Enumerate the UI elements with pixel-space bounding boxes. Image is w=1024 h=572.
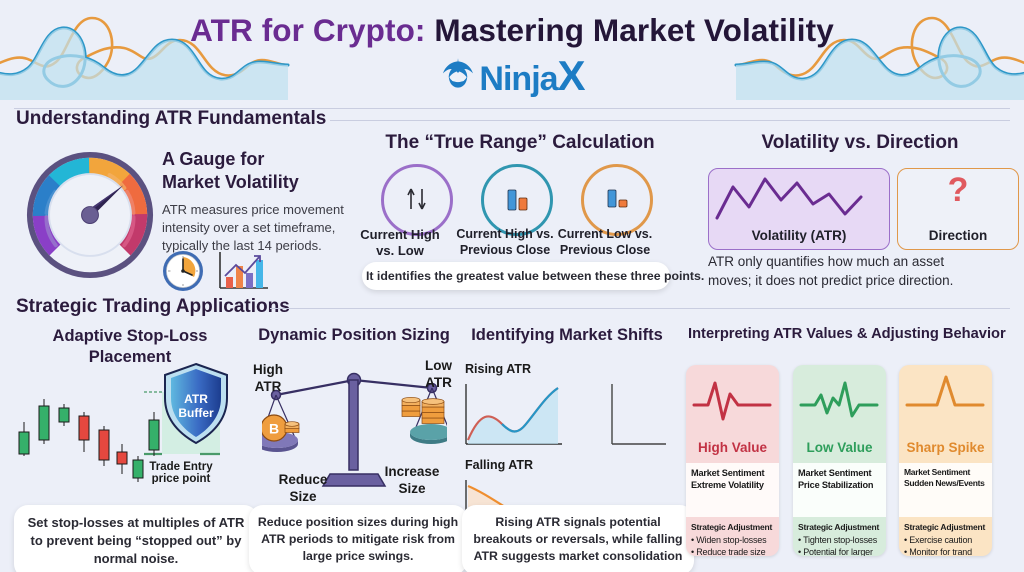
svg-text:Trade Entry: Trade Entry: [149, 461, 213, 473]
svg-text:price point: price point: [152, 473, 211, 484]
svg-text:B: B: [269, 421, 279, 437]
svg-text:Buffer: Buffer: [178, 406, 214, 420]
svg-text:ATR: ATR: [184, 392, 208, 406]
